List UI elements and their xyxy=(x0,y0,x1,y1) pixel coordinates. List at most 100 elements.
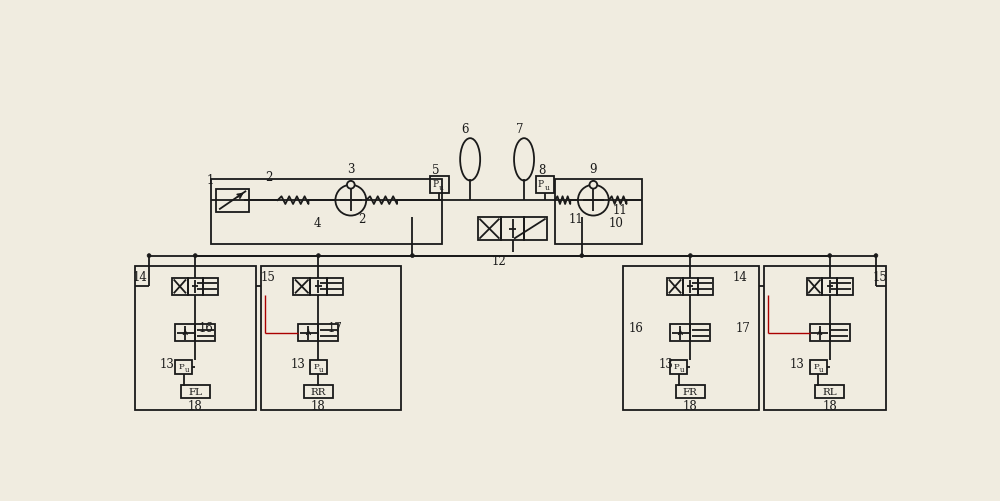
Bar xyxy=(211,179,442,244)
Text: 1: 1 xyxy=(206,173,214,186)
Text: 18: 18 xyxy=(311,399,326,412)
Bar xyxy=(430,177,449,194)
Bar xyxy=(478,217,501,240)
Text: 15: 15 xyxy=(260,271,275,283)
Circle shape xyxy=(335,185,366,216)
Text: P: P xyxy=(313,362,319,370)
Bar xyxy=(690,325,710,341)
Ellipse shape xyxy=(460,139,480,181)
Bar xyxy=(822,279,837,295)
Text: 9: 9 xyxy=(590,163,597,176)
Bar xyxy=(181,386,210,399)
Text: 7: 7 xyxy=(516,123,524,136)
Text: 3: 3 xyxy=(347,163,355,176)
Text: 13: 13 xyxy=(291,357,306,370)
Bar xyxy=(524,217,547,240)
Text: 6: 6 xyxy=(461,123,469,136)
Bar xyxy=(175,325,195,341)
Bar xyxy=(304,386,333,399)
Bar xyxy=(327,279,343,295)
Text: 18: 18 xyxy=(188,399,203,412)
Bar xyxy=(670,361,687,374)
Text: 17: 17 xyxy=(736,321,751,334)
Text: 11: 11 xyxy=(613,203,628,216)
Circle shape xyxy=(580,254,584,258)
Circle shape xyxy=(688,254,692,258)
Text: RL: RL xyxy=(822,388,837,397)
Bar xyxy=(815,386,844,399)
Circle shape xyxy=(347,181,355,189)
Text: 16: 16 xyxy=(199,321,213,334)
Text: u: u xyxy=(185,365,189,373)
Text: 17: 17 xyxy=(328,321,343,334)
Bar xyxy=(135,266,256,410)
Text: 14: 14 xyxy=(733,271,748,283)
Text: 18: 18 xyxy=(822,399,837,412)
Text: 13: 13 xyxy=(659,357,674,370)
Bar xyxy=(293,279,310,295)
Text: 14: 14 xyxy=(132,271,147,283)
Bar xyxy=(261,266,401,410)
Circle shape xyxy=(828,254,832,258)
Text: 12: 12 xyxy=(492,255,507,268)
Text: RR: RR xyxy=(311,388,326,397)
Text: 11: 11 xyxy=(569,213,584,225)
Bar xyxy=(175,361,192,374)
Bar xyxy=(172,279,188,295)
Bar xyxy=(764,266,886,410)
Text: 2: 2 xyxy=(265,170,272,183)
Circle shape xyxy=(578,185,609,216)
Text: 13: 13 xyxy=(160,357,175,370)
Bar xyxy=(807,279,822,295)
Text: P: P xyxy=(674,362,679,370)
Text: P: P xyxy=(179,362,184,370)
Text: P: P xyxy=(813,362,819,370)
Bar xyxy=(310,279,327,295)
Bar xyxy=(830,325,850,341)
Bar xyxy=(318,325,338,341)
Bar xyxy=(676,386,705,399)
Text: FR: FR xyxy=(683,388,698,397)
Circle shape xyxy=(874,254,878,258)
Bar xyxy=(536,177,554,194)
Bar xyxy=(555,179,642,244)
Text: 8: 8 xyxy=(538,163,545,176)
Text: 18: 18 xyxy=(683,399,698,412)
Circle shape xyxy=(410,254,414,258)
Text: u: u xyxy=(680,365,684,373)
Text: P: P xyxy=(538,180,544,189)
Text: 5: 5 xyxy=(432,163,439,176)
Text: 15: 15 xyxy=(872,271,887,283)
Ellipse shape xyxy=(514,139,534,181)
Text: u: u xyxy=(439,184,444,192)
Text: FL: FL xyxy=(188,388,202,397)
Text: u: u xyxy=(545,184,550,192)
Bar xyxy=(623,266,759,410)
Bar xyxy=(667,279,683,295)
Bar xyxy=(298,325,318,341)
Text: 13: 13 xyxy=(790,357,805,370)
Text: 4: 4 xyxy=(314,216,321,229)
Text: u: u xyxy=(319,365,324,373)
Text: 16: 16 xyxy=(628,321,643,334)
Circle shape xyxy=(590,181,597,189)
Text: P: P xyxy=(432,180,439,189)
Bar xyxy=(698,279,713,295)
Circle shape xyxy=(317,254,320,258)
Bar xyxy=(810,361,827,374)
Bar xyxy=(216,189,249,212)
Circle shape xyxy=(147,254,151,258)
Bar xyxy=(501,217,524,240)
Bar xyxy=(188,279,203,295)
Bar xyxy=(203,279,218,295)
Bar xyxy=(810,325,830,341)
Bar xyxy=(683,279,698,295)
Text: 10: 10 xyxy=(609,216,624,229)
Bar xyxy=(310,361,327,374)
Text: 2: 2 xyxy=(359,213,366,225)
Bar xyxy=(670,325,690,341)
Text: u: u xyxy=(819,365,824,373)
Bar xyxy=(195,325,215,341)
Bar xyxy=(837,279,853,295)
Circle shape xyxy=(193,254,197,258)
